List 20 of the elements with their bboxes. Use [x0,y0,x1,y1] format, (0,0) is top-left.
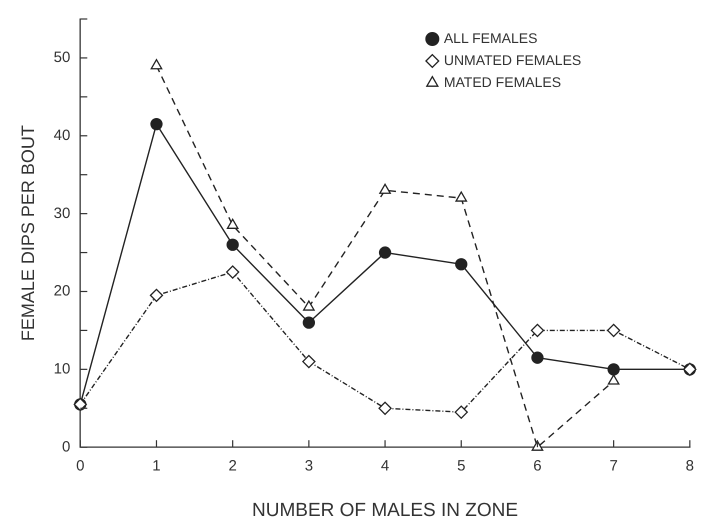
x-tick-label: 5 [457,457,466,474]
x-tick-label: 4 [380,457,390,474]
x-axis-title: NUMBER OF MALES IN ZONE [252,500,518,521]
legend-label: ALL FEMALES [444,30,538,46]
legend-label: UNMATED FEMALES [444,52,582,68]
x-tick-label: 0 [76,457,84,474]
x-tick-label: 7 [609,457,618,474]
x-tick-label: 8 [686,457,694,474]
y-tick-label: 30 [54,204,70,222]
x-tick-label: 2 [228,457,237,474]
x-tick-label: 1 [152,457,161,474]
y-tick-label: 0 [62,438,70,456]
y-tick-label: 20 [54,282,70,300]
y-tick-label: 40 [54,126,70,144]
y-axis-title: FEMALE DIPS PER BOUT [18,125,38,342]
legend-label: MATED FEMALES [444,74,562,90]
x-tick-label: 6 [533,457,542,474]
y-tick-label: 10 [54,360,70,378]
x-tick-label: 3 [304,457,314,474]
y-tick-label: 50 [54,49,70,66]
